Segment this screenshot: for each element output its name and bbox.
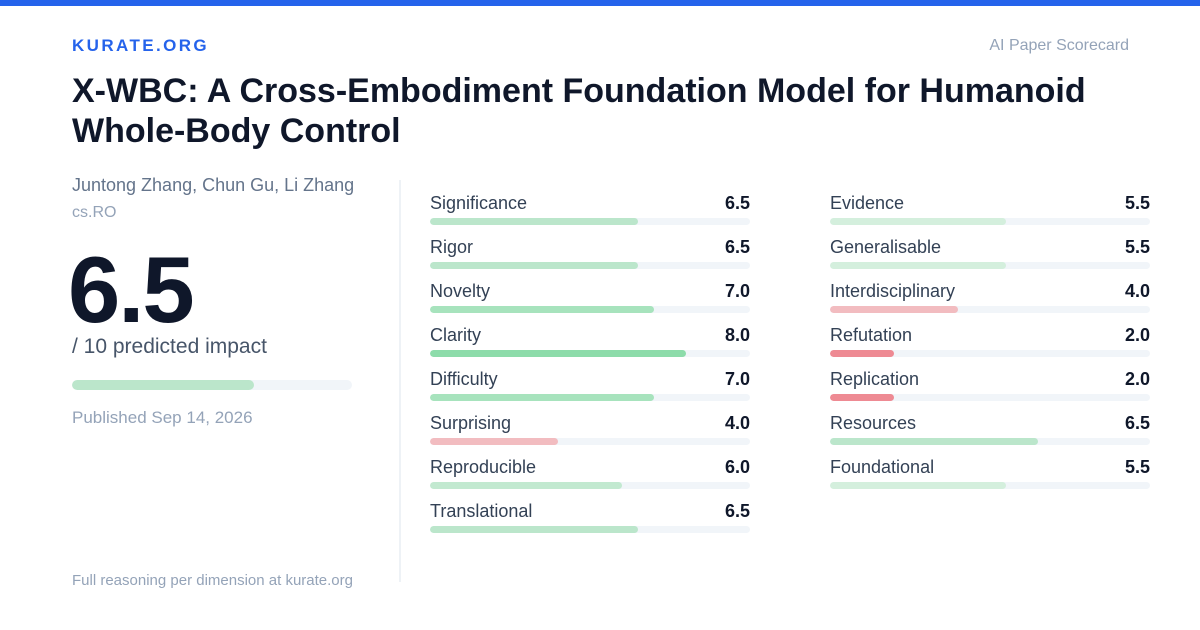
dimension-label: Reproducible bbox=[430, 457, 537, 477]
dimension-label: Rigor bbox=[430, 237, 474, 257]
dimension-bar-fill bbox=[830, 394, 894, 401]
dimension-row: Surprising 4.0 bbox=[430, 410, 750, 454]
dimension-column-left: Significance 6.5 Rigor 6.5 Novelty 7.0 Clarity… bbox=[430, 190, 750, 542]
dimension-bar-fill bbox=[430, 262, 638, 269]
dimension-bar bbox=[430, 262, 750, 269]
dimension-value: 2.0 bbox=[1124, 325, 1150, 345]
dimension-label: Generalisable bbox=[830, 237, 942, 257]
overall-score: 6.5 bbox=[68, 237, 195, 342]
dimension-row: Interdisciplinary 4.0 bbox=[830, 278, 1150, 322]
dimension-row: Generalisable 5.5 bbox=[830, 234, 1150, 278]
dimension-bar-fill bbox=[430, 526, 638, 533]
dimension-row: Clarity 8.0 bbox=[430, 322, 750, 366]
dimension-bar bbox=[430, 438, 750, 445]
dimension-label: Surprising bbox=[430, 413, 512, 433]
dimension-bar-fill bbox=[430, 306, 654, 313]
dimension-value: 6.5 bbox=[724, 193, 750, 213]
overall-score-bar-fill bbox=[72, 380, 254, 390]
dimension-label: Refutation bbox=[830, 325, 913, 345]
dimension-bar bbox=[830, 482, 1150, 489]
dimension-value: 7.0 bbox=[724, 369, 750, 389]
dimension-bar-fill bbox=[830, 438, 1038, 445]
dimension-bar bbox=[830, 350, 1150, 357]
dimension-row: Significance 6.5 bbox=[430, 190, 750, 234]
dimension-row: Foundational 5.5 bbox=[830, 454, 1150, 498]
dimension-value: 6.5 bbox=[724, 501, 750, 521]
header-label: AI Paper Scorecard bbox=[989, 37, 1129, 54]
dimension-bar-fill bbox=[830, 350, 894, 357]
dimension-label: Evidence bbox=[830, 193, 905, 213]
dimension-bar bbox=[430, 350, 750, 357]
dimension-row: Resources 6.5 bbox=[830, 410, 1150, 454]
footer-note: Full reasoning per dimension at kurate.o… bbox=[72, 572, 353, 589]
dimension-label: Novelty bbox=[430, 281, 491, 301]
dimension-bar-fill bbox=[830, 482, 1006, 489]
column-divider bbox=[399, 180, 401, 582]
dimension-bar bbox=[430, 306, 750, 313]
dimension-bar-fill bbox=[830, 306, 958, 313]
dimension-bar bbox=[430, 482, 750, 489]
top-accent-bar bbox=[0, 0, 1200, 6]
dimension-row: Translational 6.5 bbox=[430, 498, 750, 542]
dimension-row: Novelty 7.0 bbox=[430, 278, 750, 322]
dimension-value: 7.0 bbox=[724, 281, 750, 301]
dimension-row: Difficulty 7.0 bbox=[430, 366, 750, 410]
dimension-bar-fill bbox=[430, 438, 558, 445]
brand-logo[interactable]: KURATE.ORG bbox=[72, 36, 210, 55]
dimension-label: Significance bbox=[430, 193, 528, 213]
dimension-bar-fill bbox=[830, 218, 1006, 225]
dimension-bar bbox=[430, 218, 750, 225]
dimension-bar bbox=[430, 526, 750, 533]
dimension-value: 4.0 bbox=[1124, 281, 1150, 301]
dimension-label: Difficulty bbox=[430, 369, 498, 389]
dimension-value: 6.5 bbox=[724, 237, 750, 257]
dimension-value: 6.5 bbox=[1124, 413, 1150, 433]
dimension-bar bbox=[830, 438, 1150, 445]
dimension-bar-fill bbox=[430, 394, 654, 401]
dimension-bar bbox=[830, 262, 1150, 269]
dimension-bar bbox=[830, 218, 1150, 225]
overall-score-bar bbox=[72, 380, 352, 390]
dimension-label: Translational bbox=[430, 501, 533, 521]
dimension-column-right: Evidence 5.5 Generalisable 5.5 Interdiscipli… bbox=[830, 190, 1150, 498]
dimension-row: Refutation 2.0 bbox=[830, 322, 1150, 366]
dimension-bar bbox=[430, 394, 750, 401]
paper-category: cs.RO bbox=[72, 204, 117, 221]
dimension-bar-fill bbox=[830, 262, 1006, 269]
paper-title: X-WBC: A Cross-Embodiment Foundation Mod… bbox=[72, 72, 1086, 150]
dimension-row: Evidence 5.5 bbox=[830, 190, 1150, 234]
dimension-value: 4.0 bbox=[724, 413, 750, 433]
dimension-row: Replication 2.0 bbox=[830, 366, 1150, 410]
dimension-value: 5.5 bbox=[1124, 193, 1150, 213]
dimension-bar bbox=[830, 394, 1150, 401]
dimension-label: Resources bbox=[830, 413, 917, 433]
dimension-label: Interdisciplinary bbox=[830, 281, 956, 301]
dimension-row: Reproducible 6.0 bbox=[430, 454, 750, 498]
dimension-value: 8.0 bbox=[724, 325, 750, 345]
paper-authors: Juntong Zhang, Chun Gu, Li Zhang bbox=[72, 175, 355, 195]
dimension-label: Clarity bbox=[430, 325, 482, 345]
published-date: Published Sep 14, 2026 bbox=[72, 408, 253, 427]
dimension-bar-fill bbox=[430, 350, 686, 357]
dimension-bar-fill bbox=[430, 218, 638, 225]
dimension-value: 6.0 bbox=[724, 457, 750, 477]
dimension-value: 2.0 bbox=[1124, 369, 1150, 389]
dimension-value: 5.5 bbox=[1124, 237, 1150, 257]
dimension-row: Rigor 6.5 bbox=[430, 234, 750, 278]
dimension-bar-fill bbox=[430, 482, 622, 489]
dimension-label: Foundational bbox=[830, 457, 935, 477]
dimension-label: Replication bbox=[830, 369, 920, 389]
dimension-value: 5.5 bbox=[1124, 457, 1150, 477]
score-caption: / 10 predicted impact bbox=[72, 335, 267, 358]
dimension-bar bbox=[830, 306, 1150, 313]
